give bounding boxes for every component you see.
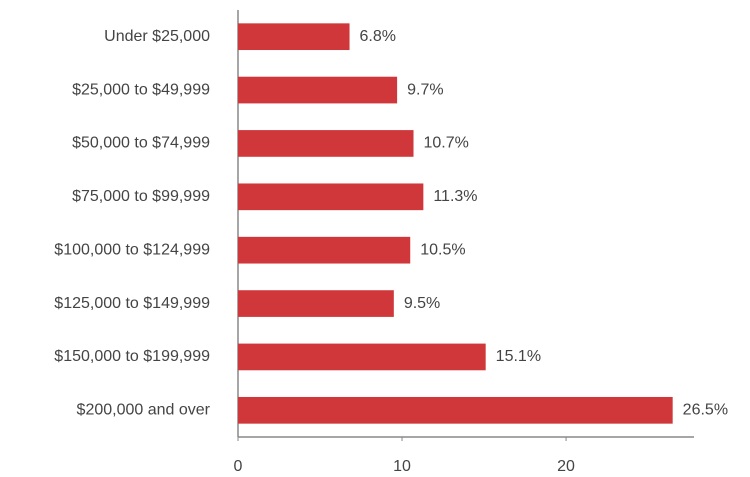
x-tick-label: 20 (557, 458, 575, 475)
value-label: 6.8% (360, 28, 396, 45)
y-tick-label: $200,000 and over (77, 402, 211, 419)
y-tick-label: $125,000 to $149,999 (54, 295, 210, 312)
x-tick-label: 0 (234, 458, 243, 475)
value-label: 10.5% (420, 241, 465, 258)
value-label: 11.3% (433, 188, 477, 205)
y-tick-label: $25,000 to $49,999 (72, 81, 210, 98)
bar (238, 183, 424, 211)
value-label: 9.5% (404, 295, 440, 312)
bar (238, 290, 394, 317)
y-tick-label: $150,000 to $199,999 (54, 348, 210, 365)
y-tick-label: Under $25,000 (104, 28, 210, 45)
value-label: 26.5% (683, 402, 728, 419)
y-tick-label: $75,000 to $99,999 (72, 188, 210, 205)
value-label: 10.7% (424, 135, 469, 152)
bar (238, 130, 414, 157)
bar (238, 76, 398, 104)
value-label: 9.7% (407, 81, 443, 98)
value-label: 15.1% (496, 348, 541, 365)
y-tick-label: $100,000 to $124,999 (54, 241, 210, 258)
x-tick-label: 10 (393, 458, 411, 475)
bar (238, 23, 350, 51)
bar (238, 396, 673, 424)
bar (238, 343, 486, 371)
bar (238, 236, 411, 264)
y-tick-label: $50,000 to $74,999 (72, 135, 210, 152)
